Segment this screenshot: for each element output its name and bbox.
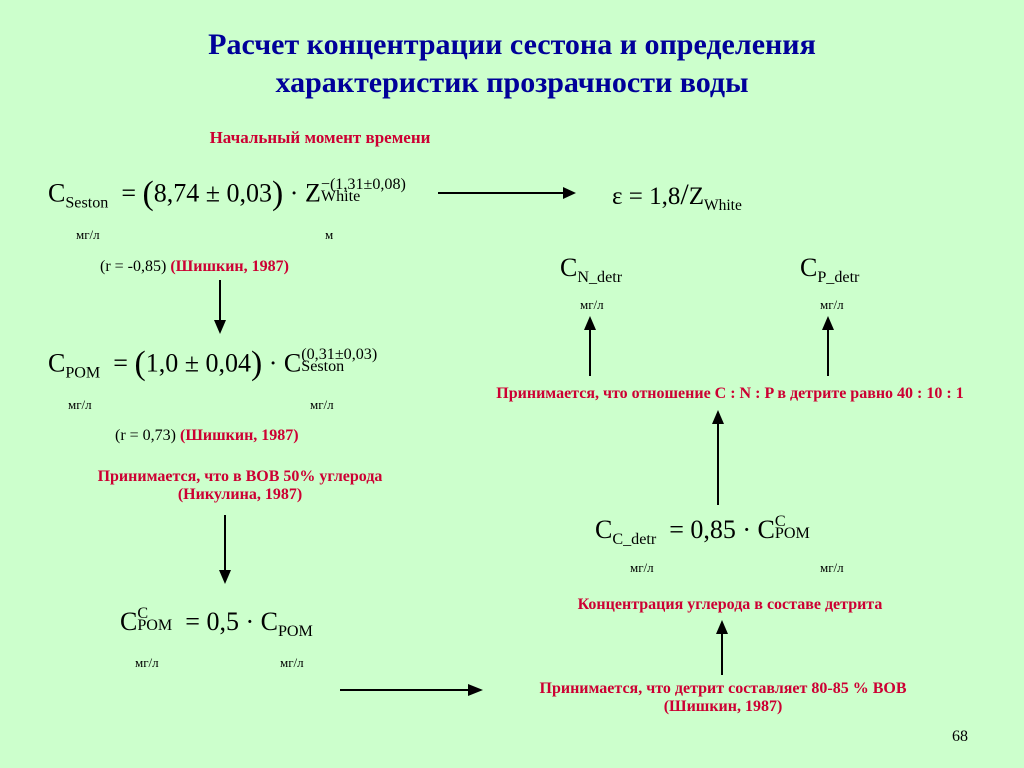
eq-eps-zsub: White <box>704 197 742 214</box>
arrow-up-cp <box>818 316 838 376</box>
note-bob-text: Принимается, что в BOB 50% углерода <box>98 468 383 485</box>
note-carbon: Концентрация углерода в составе детрита <box>540 596 920 614</box>
ref2-cite: (Шишкин, 1987) <box>180 427 299 444</box>
ref2-r: (r = 0,73) <box>115 427 176 444</box>
page-number: 68 <box>952 728 968 746</box>
cn-sub: N_detr <box>577 269 622 286</box>
ref1-r: (r = -0,85) <box>100 258 166 275</box>
eq-seston-unit-l: мг/л <box>76 227 100 243</box>
ref1: (r = -0,85) (Шишкин, 1987) <box>100 258 289 276</box>
eq-cdetr-coef: 0,85 <box>690 515 736 544</box>
eq-seston-lhs-sub: Seston <box>65 194 108 211</box>
note-detr80-cite: (Шишкин, 1987) <box>664 698 783 715</box>
arrow-to-epsilon <box>438 183 578 203</box>
cp-sub: P_detr <box>817 269 859 286</box>
eq-eps-val: 1,8 <box>649 183 680 210</box>
eq-pom-lhs: C <box>48 348 65 377</box>
eq-pom-unit-r: мг/л <box>310 397 334 413</box>
eq-cpom-r-sub: POM <box>278 623 313 640</box>
note-detr80: Принимается, что детрит составляет 80-85… <box>498 680 948 716</box>
eq-cpom-unit-l: мг/л <box>135 655 159 671</box>
eq-seston: CSeston = (8,74 ± 0,03) · Z−(1,31±0,08)W… <box>48 175 406 213</box>
arrow-right-bottom <box>340 680 485 700</box>
cp-detr: CP_detr <box>800 253 859 287</box>
eq-cdetr-unit-l: мг/л <box>630 560 654 576</box>
cn-detr: CN_detr <box>560 253 622 287</box>
note-bob-cite: (Никулина, 1987) <box>178 486 302 503</box>
eq-cpom-lhs: C <box>120 607 137 636</box>
cn-unit: мг/л <box>580 297 604 313</box>
eq-cpom-lhs-sub: POM <box>137 617 172 635</box>
ref2: (r = 0,73) (Шишкин, 1987) <box>115 427 299 445</box>
eq-seston-mult: 8,74 ± 0,03 <box>154 178 272 207</box>
subtitle-initial: Начальный момент времени <box>170 128 470 148</box>
note-bob: Принимается, что в BOB 50% углерода (Ник… <box>55 468 425 504</box>
eq-eps-z: Z <box>689 183 704 210</box>
eq-cdetr-r-sub: POM <box>775 525 810 543</box>
title-line-2: характеристик прозрачности воды <box>276 66 749 99</box>
cp-unit: мг/л <box>820 297 844 313</box>
eq-pom-unit-l: мг/л <box>68 397 92 413</box>
arrow-up-carbon <box>712 620 732 675</box>
cn-base: C <box>560 253 577 282</box>
eq-cdetr-lhs-sub: C_detr <box>612 531 656 548</box>
eq-cpom-r: C <box>261 607 278 636</box>
eq-eps-sym: ε <box>612 183 623 210</box>
note-ratio: Принимается, что отношение C : N : P в д… <box>450 385 1010 403</box>
ref1-cite: (Шишкин, 1987) <box>170 258 289 275</box>
eq-pom-mult: 1,0 ± 0,04 <box>146 348 251 377</box>
arrow-down-2 <box>215 515 235 585</box>
eq-cpom: CCPOM = 0,5 · CPOM <box>120 605 313 641</box>
eq-cdetr-r: C <box>758 515 775 544</box>
eq-seston-z: Z <box>305 178 321 207</box>
eq-pom-lhs-sub: POM <box>65 364 100 381</box>
eq-cdetr-lhs: C <box>595 515 612 544</box>
arrow-up-ratio <box>708 410 728 505</box>
title-line-1: Расчет концентрации сестона и определени… <box>208 28 816 61</box>
arrow-up-cn <box>580 316 600 376</box>
eq-seston-lhs-base: C <box>48 178 65 207</box>
eq-cpom-unit-r: мг/л <box>280 655 304 671</box>
eq-cdetr: CC_detr = 0,85 · CCPOM <box>595 513 810 549</box>
eq-cpom-coef: 0,5 <box>206 607 239 636</box>
cp-base: C <box>800 253 817 282</box>
eq-pom-c: C <box>284 348 301 377</box>
eq-cdetr-unit-r: мг/л <box>820 560 844 576</box>
arrow-down-1 <box>210 280 230 335</box>
eq-epsilon: ε = 1,8/ZWhite <box>612 178 742 215</box>
note-detr80-text: Принимается, что детрит составляет 80-85… <box>540 680 907 697</box>
slide-title: Расчет концентрации сестона и определени… <box>0 0 1024 101</box>
eq-pom: CPOM = (1,0 ± 0,04) · C(0,31±0,03)Seston <box>48 345 377 383</box>
eq-seston-unit-r: м <box>325 227 333 243</box>
